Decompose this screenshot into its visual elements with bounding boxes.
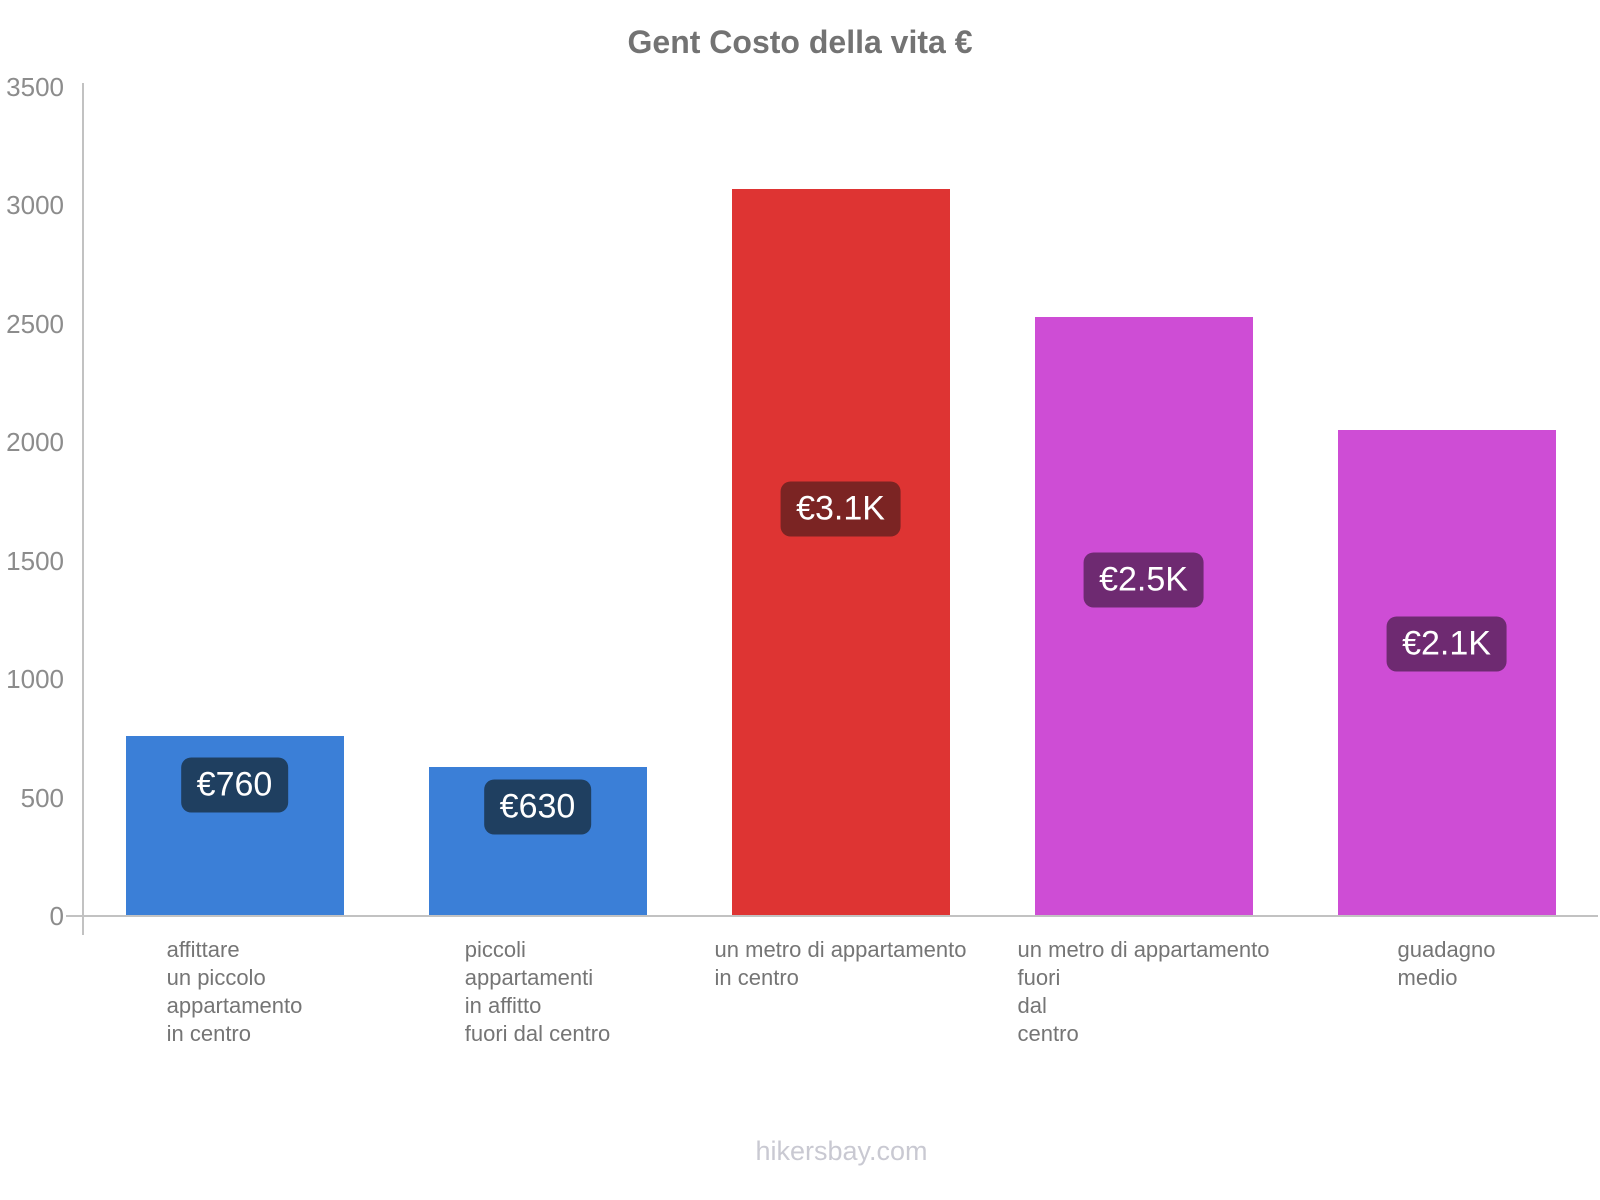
- bar-value-badge: €2.1K: [1386, 616, 1507, 672]
- y-tick-label: 1000: [6, 664, 64, 695]
- y-tick-label: 2500: [6, 308, 64, 339]
- category-label: un metro di appartamento in centro: [689, 936, 992, 992]
- category-label: guadagno medio: [1295, 936, 1598, 992]
- bar: €630: [428, 766, 647, 916]
- bar: €2.5K: [1034, 316, 1253, 916]
- category-label-text: un metro di appartamento fuori dal centr…: [1017, 937, 1270, 1046]
- chart-title: Gent Costo della vita €: [627, 24, 973, 60]
- category-label-text: guadagno medio: [1397, 937, 1496, 990]
- bar-value-badge: €3.1K: [780, 481, 901, 537]
- bar: €3.1K: [731, 188, 950, 916]
- bar-value-badge: €760: [180, 757, 289, 813]
- category-label: un metro di appartamento fuori dal centr…: [992, 936, 1295, 1048]
- category-label-text: piccoli appartamenti in affitto fuori da…: [464, 937, 611, 1046]
- y-tick-label: 3500: [6, 72, 64, 102]
- category-label: affittare un piccolo appartamento in cen…: [83, 936, 386, 1048]
- category-label-text: un metro di appartamento in centro: [714, 937, 967, 990]
- bar-value-badge: €630: [483, 779, 592, 835]
- x-axis-line: [66, 915, 1598, 917]
- y-tick-label: 1500: [6, 545, 64, 576]
- category-label-text: affittare un piccolo appartamento in cen…: [166, 937, 303, 1046]
- category-label: piccoli appartamenti in affitto fuori da…: [386, 936, 689, 1048]
- y-tick-label: 500: [20, 782, 64, 813]
- y-axis-line: [82, 83, 84, 935]
- y-tick-label: 2000: [6, 427, 64, 458]
- y-tick-label: 0: [49, 901, 64, 931]
- bar-value-badge: €2.5K: [1083, 552, 1204, 608]
- bar: €760: [125, 735, 344, 916]
- bar: €2.1K: [1337, 430, 1556, 916]
- watermark-text: hikersbay.com: [755, 1136, 928, 1166]
- y-tick-label: 3000: [6, 190, 64, 221]
